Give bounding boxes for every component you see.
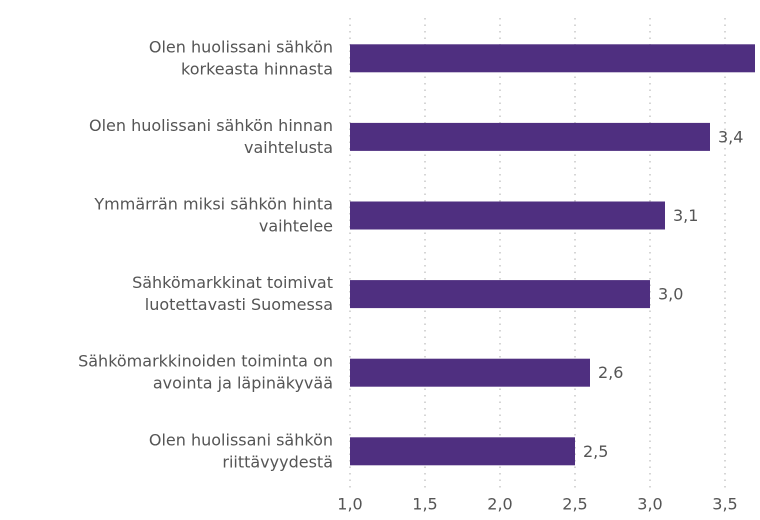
bar <box>350 201 665 230</box>
value-label: 3,4 <box>718 127 743 146</box>
value-label: 3,0 <box>658 285 683 304</box>
value-label: 2,6 <box>598 363 623 382</box>
category-label: Sähkömarkkinat toimivat luotettavasti Suo… <box>132 273 333 314</box>
value-label: 2,5 <box>583 442 608 461</box>
x-tick-label: 3,0 <box>637 495 662 514</box>
category-label: Olen huolissani sähkön hinnan vaihtelusta <box>89 115 333 156</box>
bar <box>350 44 755 73</box>
x-tick-label: 1,5 <box>412 495 437 514</box>
bars <box>350 44 755 466</box>
category-label: Sähkömarkkinoiden toiminta on avointa ja … <box>78 351 333 392</box>
category-label: Ymmärrän miksi sähkön hinta vaihtelee <box>93 194 333 235</box>
x-tick-label: 2,0 <box>487 495 512 514</box>
bar <box>350 280 650 309</box>
bar <box>350 122 710 151</box>
x-tick-label: 2,5 <box>562 495 587 514</box>
x-tick-label: 3,5 <box>712 495 737 514</box>
category-label: Olen huolissani sähkön korkeasta hinnasta <box>149 37 333 78</box>
x-tick-label: 1,0 <box>337 495 362 514</box>
value-label: 3,1 <box>673 206 698 225</box>
bar <box>350 437 575 466</box>
bar <box>350 358 590 387</box>
category-label: Olen huolissani sähkön riittävyydestä <box>149 430 333 471</box>
